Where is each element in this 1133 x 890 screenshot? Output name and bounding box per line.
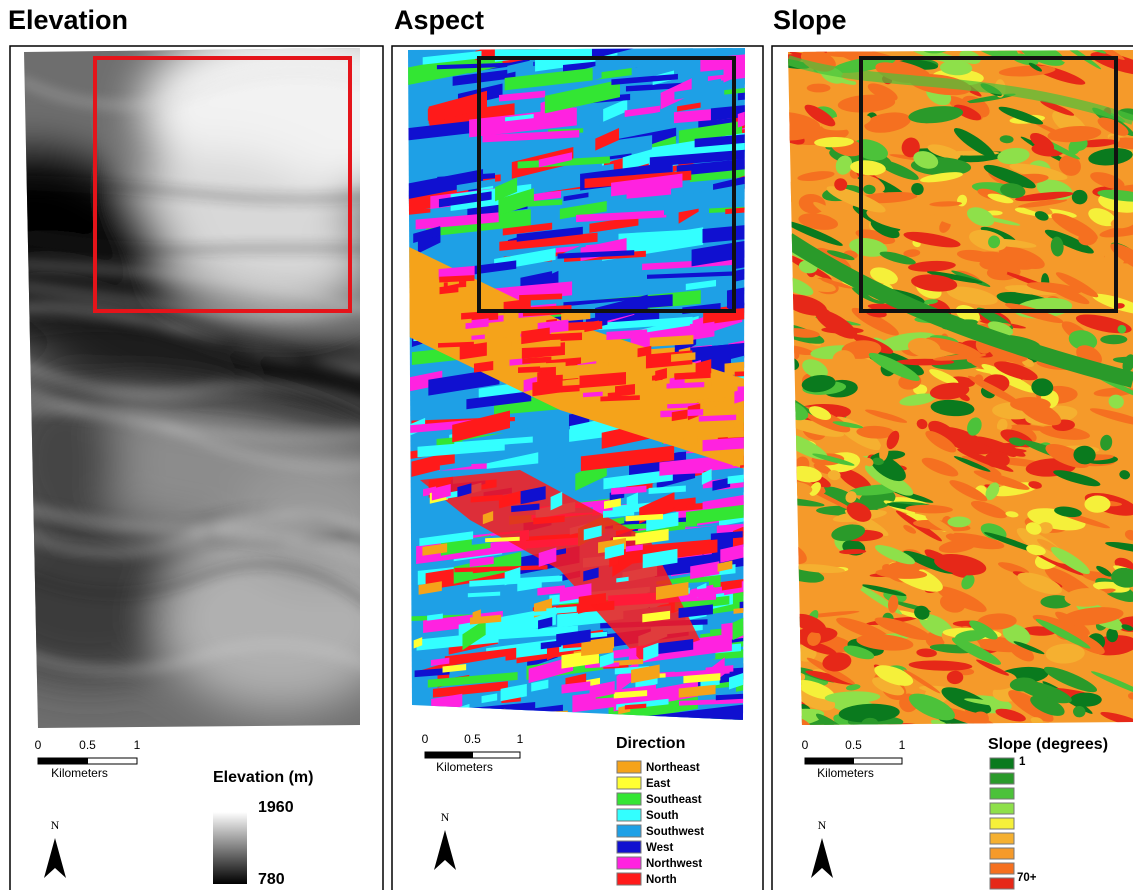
legend-swatch — [617, 857, 641, 869]
slope-map — [761, 28, 1133, 748]
legend-swatch — [990, 758, 1014, 769]
maps — [0, 20, 1133, 748]
legend-swatch — [990, 848, 1014, 859]
legend-label: East — [646, 778, 670, 790]
slope-patch — [811, 725, 850, 735]
legend-swatch — [617, 793, 641, 805]
legend-label: West — [646, 842, 673, 854]
north-letter: N — [441, 810, 450, 824]
legend-title: Slope (degrees) — [988, 736, 1108, 753]
slope-patch — [779, 581, 792, 600]
aspect-patch — [501, 710, 510, 725]
aspect-map — [400, 27, 829, 739]
aspect-patch — [738, 87, 795, 100]
legend-swatch — [617, 841, 641, 853]
legend-swatch — [617, 777, 641, 789]
panel-title: Slope — [773, 5, 847, 35]
aspect-patch — [558, 37, 589, 46]
aspect-patch — [540, 716, 584, 724]
scale-unit: Kilometers — [817, 766, 874, 780]
slope-patch — [783, 617, 802, 629]
legend-swatch — [617, 825, 641, 837]
scale-tick: 1 — [517, 732, 524, 746]
legend-swatch — [990, 833, 1014, 844]
aspect-patch — [558, 713, 578, 725]
scale-tick: 0.5 — [79, 738, 96, 752]
legend-swatch — [990, 788, 1014, 799]
legend-swatch — [990, 863, 1014, 874]
elevation-ramp — [213, 812, 247, 884]
scale-bar-black — [425, 752, 473, 758]
legend-label: 1 — [1019, 756, 1026, 768]
legend-title: Direction — [616, 735, 685, 752]
legend-label: Southwest — [646, 826, 704, 838]
slope-patch — [783, 317, 793, 327]
figure: Elevation 0 0.5 1 Kilometers N Aspect 0 0.5 1 Kilo… — [0, 0, 1133, 890]
legend-label: 70+ — [1017, 872, 1037, 884]
legend-swatch — [990, 818, 1014, 829]
legend-label: North — [646, 874, 677, 886]
legend-low: 780 — [258, 871, 285, 888]
north-arrow — [811, 838, 833, 878]
scale-bar-white — [854, 758, 903, 764]
scale-bar-black — [38, 758, 88, 764]
legend-label: Northwest — [646, 858, 702, 870]
aspect-patch — [736, 664, 799, 692]
legend-swatch — [617, 761, 641, 773]
scale-bar-white — [473, 752, 521, 758]
scale-tick: 1 — [899, 738, 906, 752]
slope-patch — [807, 84, 831, 93]
scale-tick: 0 — [802, 738, 809, 752]
legend-swatch — [990, 773, 1014, 784]
legend-label: South — [646, 810, 679, 822]
scale-tick: 0.5 — [845, 738, 862, 752]
north-letter: N — [818, 818, 827, 832]
north-arrow — [44, 838, 66, 878]
legend-swatch — [617, 809, 641, 821]
scale-unit: Kilometers — [51, 766, 108, 780]
aspect-patch — [740, 453, 766, 469]
north-letter: N — [51, 818, 60, 832]
scale-tick: 0.5 — [464, 732, 481, 746]
panel-title: Aspect — [394, 5, 484, 35]
scale-bar-white — [88, 758, 138, 764]
aspect-patch — [535, 711, 568, 717]
slope-patch — [771, 690, 801, 714]
scale-tick: 0 — [422, 732, 429, 746]
legend-label: Southeast — [646, 794, 702, 806]
legend-swatch — [617, 873, 641, 885]
legend-high: 1960 — [258, 799, 294, 816]
scale-unit: Kilometers — [436, 760, 493, 774]
aspect-patch — [478, 709, 506, 721]
legend-label: Northeast — [646, 762, 700, 774]
aspect-patch — [744, 452, 792, 463]
scale-bar-black — [805, 758, 854, 764]
legend-swatch — [990, 803, 1014, 814]
legend-title: Elevation (m) — [213, 769, 313, 786]
scale-tick: 1 — [134, 738, 141, 752]
scale-tick: 0 — [35, 738, 42, 752]
slope-patch — [786, 700, 801, 713]
aspect-patch — [525, 713, 551, 726]
legend-swatch — [990, 878, 1014, 889]
panel-title: Elevation — [8, 5, 128, 35]
north-arrow — [434, 830, 456, 870]
